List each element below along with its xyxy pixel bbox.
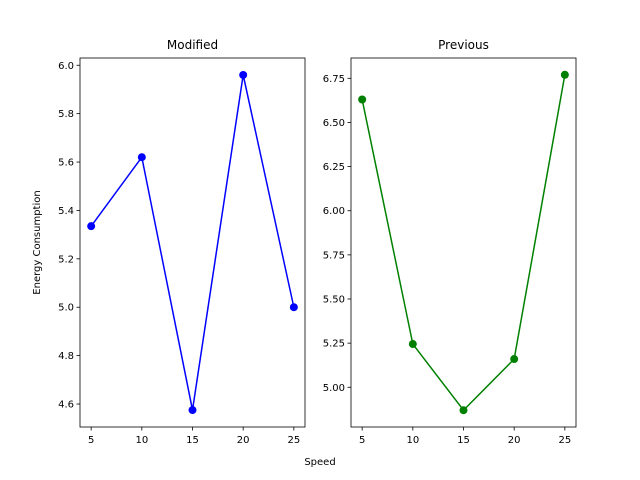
- y-tick-label: 6.75: [323, 74, 345, 85]
- y-tick-label: 4.8: [58, 351, 74, 362]
- data-point: [87, 222, 96, 231]
- data-point: [188, 406, 197, 415]
- plot-frame: [350, 57, 577, 428]
- y-tick-label: 4.6: [58, 400, 74, 411]
- data-point: [137, 153, 146, 162]
- x-tick-label: 10: [135, 435, 148, 446]
- y-tick-label: 6.00: [323, 206, 345, 217]
- x-tick-label: 10: [406, 435, 419, 446]
- chart-modified: Modified 5 10 15 20 25 4.6 4.8 5.0 5.2 5.4 5.6 5.8 6.…: [32, 38, 306, 446]
- y-tick-label: 5.00: [323, 383, 345, 394]
- y-tick-label: 5.50: [323, 294, 345, 305]
- x-tick-label: 5: [88, 435, 94, 446]
- plot-frame: [79, 57, 306, 428]
- series-line: [90, 74, 295, 411]
- y-tick-label: 6.25: [323, 162, 345, 173]
- y-tick-label: 5.0: [58, 303, 74, 314]
- y-tick-label: 6.0: [58, 61, 74, 72]
- x-tick-label: 25: [287, 435, 300, 446]
- y-tick-label: 6.50: [323, 118, 345, 129]
- data-point: [408, 340, 417, 349]
- y-tick-label: 5.2: [58, 254, 74, 265]
- y-tick-label: 5.8: [58, 109, 74, 120]
- x-tick-label: 15: [186, 435, 199, 446]
- data-point: [510, 355, 519, 364]
- x-tick-label: 25: [558, 435, 571, 446]
- data-point: [239, 70, 248, 79]
- y-tick-label: 5.4: [58, 206, 74, 217]
- x-tick-label: 5: [359, 435, 365, 446]
- x-tick-label: 20: [237, 435, 250, 446]
- y-tick-label: 5.75: [323, 250, 345, 261]
- chart-title: Modified: [167, 38, 218, 52]
- chart-title: Previous: [438, 38, 489, 52]
- chart-previous: Previous 5 10 15 20 25 5.00 5.25 5.50 5.75 6.00 6.2…: [323, 38, 577, 446]
- data-point: [289, 303, 298, 312]
- x-axis-label: Speed: [304, 457, 335, 468]
- series-line: [361, 74, 566, 411]
- data-point: [358, 95, 367, 104]
- y-tick-label: 5.25: [323, 339, 345, 350]
- data-point: [560, 70, 569, 79]
- y-axis-label: Energy Consumption: [32, 190, 43, 294]
- x-tick-label: 20: [508, 435, 521, 446]
- y-tick-label: 5.6: [58, 158, 74, 169]
- x-tick-label: 15: [457, 435, 470, 446]
- data-point: [459, 406, 468, 415]
